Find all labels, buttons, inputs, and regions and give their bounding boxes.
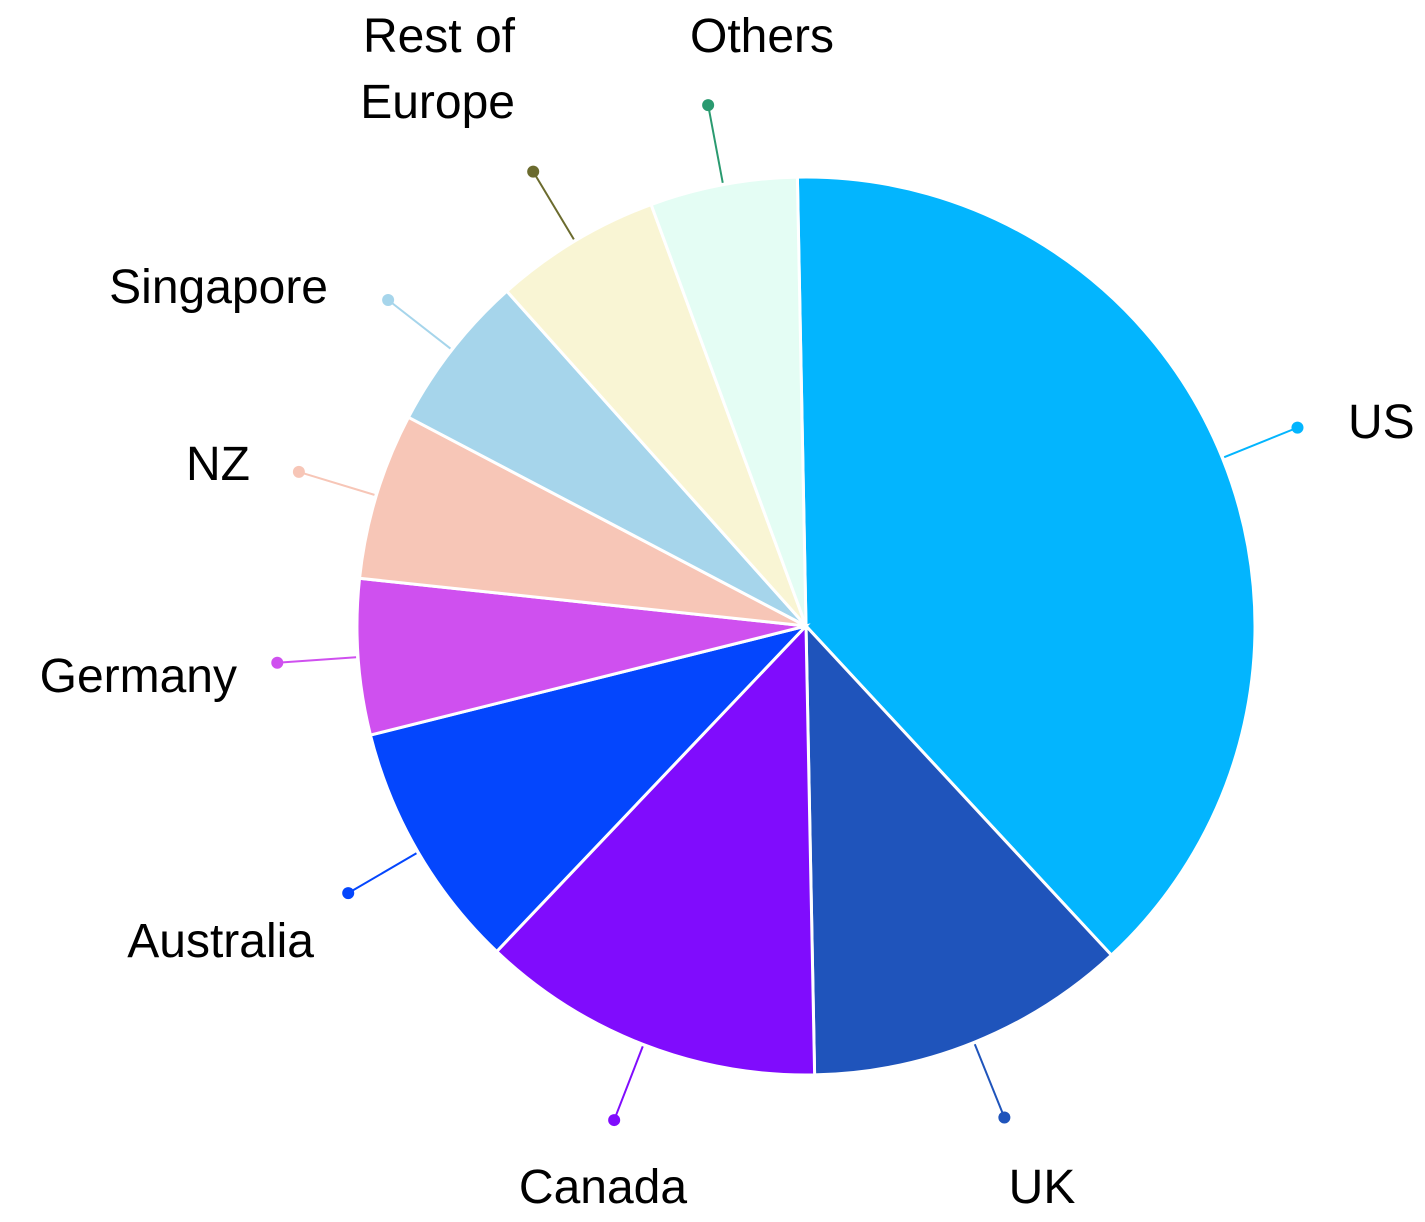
slice-label: UK: [1008, 1161, 1076, 1214]
leader-dot: [382, 293, 395, 306]
leader-dot: [1291, 421, 1304, 434]
slice-label: Canada: [518, 1161, 688, 1214]
slice-label: Germany: [39, 650, 237, 703]
leader-dot: [702, 99, 715, 112]
leader-dot: [998, 1111, 1011, 1124]
pie-slice: [804, 622, 1114, 1077]
pie-slice: [795, 175, 1257, 958]
slice-label: Others: [689, 10, 835, 63]
leader-line: [298, 470, 375, 496]
pie-slice: [649, 175, 808, 627]
leader-dot: [271, 656, 284, 669]
pie-slice: [504, 202, 808, 627]
pie-slice: [494, 622, 817, 1077]
pie-slice: [355, 576, 807, 737]
leader-line: [532, 171, 575, 240]
leader-line: [277, 656, 357, 664]
leader-line: [347, 852, 417, 894]
leader-dot: [342, 887, 355, 900]
leader-dot: [608, 1114, 621, 1127]
slice-label: Rest of Europe: [360, 10, 515, 129]
pie-slice: [357, 415, 807, 628]
leader-line: [387, 299, 452, 350]
leader-line: [1223, 426, 1298, 459]
leader-line: [613, 1046, 644, 1121]
slice-label: Australia: [127, 915, 314, 968]
slice-label: Singapore: [109, 261, 328, 314]
slice-label: US: [1348, 396, 1415, 449]
pie-slice: [406, 289, 808, 628]
leader-dot: [292, 465, 305, 478]
leader-dot: [527, 165, 540, 178]
pie-slice: [368, 623, 811, 954]
leader-line: [973, 1043, 1006, 1118]
slice-label: NZ: [186, 438, 250, 491]
leader-line: [707, 104, 724, 183]
